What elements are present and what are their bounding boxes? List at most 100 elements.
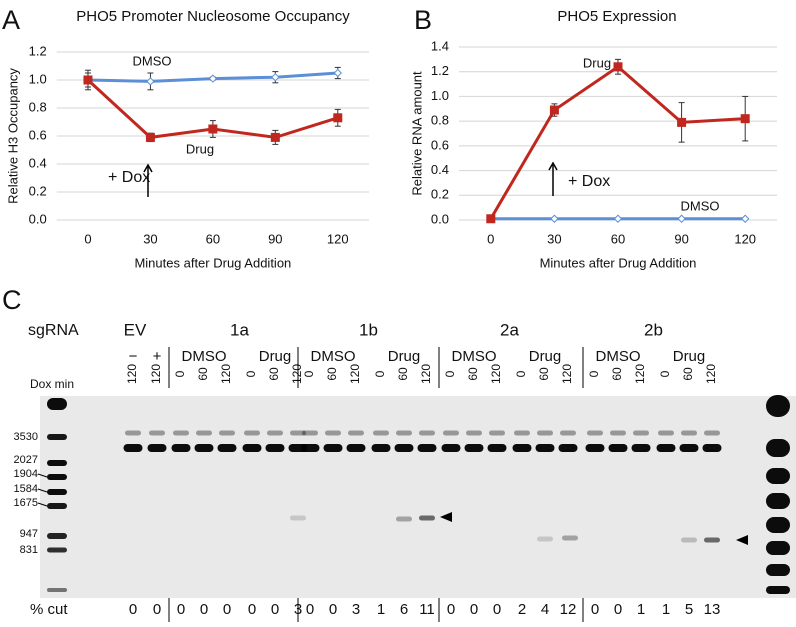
panel-label: A	[2, 5, 20, 35]
x-tick-label: 0	[487, 231, 494, 246]
lane-label: 0	[514, 370, 528, 377]
gel-band	[679, 444, 699, 452]
lane-label: 60	[325, 367, 339, 381]
gel-band	[562, 535, 578, 541]
lane-label: 0	[658, 370, 672, 377]
dox-label: Dox min	[30, 377, 74, 391]
y-axis-label: Relative H3 Occupancy	[5, 68, 20, 204]
y-tick-label: 0.8	[29, 99, 47, 114]
cut-value: 0	[200, 601, 208, 618]
series-label: DMSO	[133, 53, 172, 68]
gel-band	[766, 493, 790, 509]
ladder-label: 3530	[14, 431, 38, 443]
condition-label: Drug	[673, 348, 706, 365]
condition-label: DMSO	[311, 348, 356, 365]
cut-value: 1	[662, 601, 670, 618]
lane-label: 60	[537, 367, 551, 381]
gel-band	[290, 515, 306, 521]
arrow-head	[143, 163, 153, 173]
group-label: 1b	[359, 320, 378, 339]
gel-band	[47, 460, 67, 466]
gel-band	[302, 430, 318, 436]
y-tick-label: 0.4	[431, 162, 449, 177]
condition-label: −	[129, 348, 138, 365]
cut-value: 5	[685, 601, 693, 618]
gel-band	[419, 515, 435, 521]
marker	[333, 113, 343, 123]
cut-value: 11	[419, 601, 435, 618]
x-axis-label: Minutes after Drug Addition	[540, 255, 697, 270]
condition-label: DMSO	[182, 348, 227, 365]
gel-band	[219, 430, 235, 436]
gel-band	[300, 444, 320, 452]
gel-band	[267, 430, 283, 436]
condition-label: +	[153, 348, 162, 365]
gel-band	[173, 430, 189, 436]
gel-band	[244, 430, 260, 436]
gel-band	[149, 430, 165, 436]
gel-band	[47, 588, 67, 592]
x-tick-label: 120	[734, 231, 756, 246]
condition-label: Drug	[529, 348, 562, 365]
ladder-pointer	[37, 473, 48, 478]
marker	[145, 132, 155, 142]
x-tick-label: 90	[268, 231, 282, 246]
gel-band	[466, 430, 482, 436]
marker	[333, 68, 342, 78]
condition-label: Drug	[259, 348, 292, 365]
panel-label: B	[414, 5, 432, 35]
cut-value: 0	[271, 601, 279, 618]
cut-label: % cut	[30, 601, 68, 618]
gel-band	[441, 444, 461, 452]
gel-band	[633, 430, 649, 436]
cut-value: 2	[518, 601, 526, 618]
lane-label: 120	[489, 364, 503, 384]
condition-label: Drug	[388, 348, 421, 365]
lane-label: 120	[125, 364, 139, 384]
gel-band	[346, 444, 366, 452]
gel-band	[394, 444, 414, 452]
series-label: Drug	[583, 55, 611, 70]
marker	[613, 62, 623, 72]
gel-band	[487, 444, 507, 452]
arrow-head	[548, 161, 558, 171]
y-tick-label: 0.2	[431, 187, 449, 202]
y-tick-label: 0.8	[431, 113, 449, 128]
lane-label: 60	[196, 367, 210, 381]
lane-label: 60	[466, 367, 480, 381]
lane-label: 0	[373, 370, 387, 377]
gel-band	[702, 444, 722, 452]
lane-label: 0	[587, 370, 601, 377]
gel-band	[766, 439, 790, 457]
marker	[613, 214, 623, 223]
lane-label: 120	[704, 364, 718, 384]
marker	[486, 214, 496, 224]
gel-band	[464, 444, 484, 452]
cut-value: 0	[591, 601, 599, 618]
y-tick-label: 0.4	[29, 155, 47, 170]
gel-band	[325, 430, 341, 436]
cut-value: 0	[177, 601, 185, 618]
cut-value: 4	[541, 601, 549, 618]
series-label: Drug	[186, 141, 214, 156]
series-label: DMSO	[681, 198, 720, 213]
y-tick-label: 0.0	[431, 211, 449, 226]
gel-band	[766, 564, 790, 576]
ladder-label: 1675	[14, 497, 38, 509]
gel-band	[585, 444, 605, 452]
lane-label: 120	[348, 364, 362, 384]
lane-label: 0	[443, 370, 457, 377]
gel-band	[47, 474, 67, 480]
x-tick-label: 0	[84, 231, 91, 246]
gel-band	[47, 398, 67, 410]
marker	[83, 75, 93, 85]
condition-label: DMSO	[452, 348, 497, 365]
marker	[550, 214, 559, 223]
gel-band	[290, 430, 306, 436]
gel-band	[656, 444, 676, 452]
panel-label: C	[2, 285, 22, 315]
ladder-label: 1904	[14, 468, 38, 480]
marker	[740, 114, 750, 124]
cut-value: 0	[470, 601, 478, 618]
gel-band	[419, 430, 435, 436]
